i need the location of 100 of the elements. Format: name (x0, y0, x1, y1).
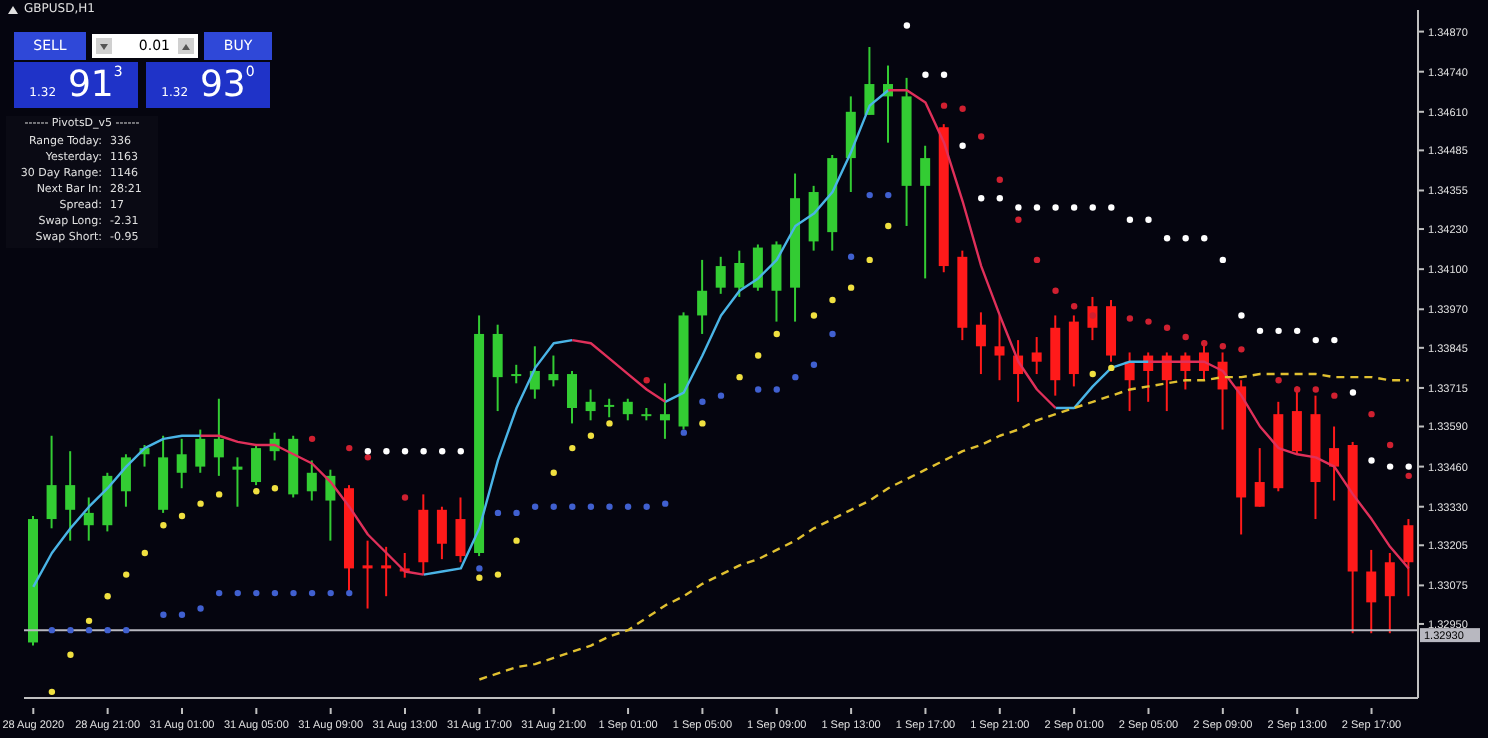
point (569, 503, 576, 510)
point (67, 651, 74, 659)
point (1405, 472, 1412, 480)
point (197, 500, 204, 507)
point (141, 549, 149, 557)
point (922, 71, 929, 78)
candlestick (975, 311, 986, 376)
point (123, 571, 130, 578)
point (1163, 235, 1171, 242)
point (792, 373, 799, 381)
point (1219, 256, 1227, 264)
point (1368, 457, 1375, 464)
point (85, 626, 93, 634)
candlestick (622, 397, 633, 422)
point (160, 522, 167, 529)
point (1312, 386, 1319, 393)
candlestick (120, 453, 131, 508)
candlestick (1366, 548, 1377, 635)
point (364, 447, 372, 455)
point (1182, 235, 1189, 242)
point (606, 420, 613, 427)
candlestick (83, 496, 94, 542)
candlestick (306, 459, 317, 502)
point (847, 284, 855, 291)
point (680, 429, 688, 436)
point (1201, 235, 1208, 242)
point (67, 626, 74, 634)
candlestick (1031, 336, 1042, 376)
point (215, 491, 223, 498)
point (178, 611, 186, 618)
point (1089, 204, 1096, 211)
point (178, 512, 186, 520)
point (1256, 327, 1264, 335)
point (606, 503, 613, 510)
candlestick (381, 545, 392, 598)
point (494, 571, 502, 578)
point (587, 503, 595, 510)
point (903, 22, 911, 29)
point (1145, 318, 1152, 325)
point (271, 589, 279, 597)
candlestick (752, 243, 763, 292)
point (308, 589, 316, 597)
point (401, 447, 409, 455)
point (699, 420, 706, 427)
point (587, 432, 595, 439)
point (1201, 340, 1208, 347)
candlestick (1329, 425, 1340, 502)
point (829, 330, 836, 338)
candlestick (734, 249, 745, 298)
point (1312, 336, 1319, 344)
candlestick (511, 363, 522, 385)
point (104, 592, 111, 600)
point (1349, 389, 1357, 396)
candlestick (232, 456, 243, 508)
candlestick (604, 397, 615, 419)
point (885, 191, 892, 199)
candlestick (1254, 447, 1265, 508)
point (253, 488, 260, 495)
point (253, 589, 260, 597)
point (550, 469, 557, 476)
point (810, 312, 818, 319)
point (550, 503, 557, 510)
candlestick (1384, 552, 1395, 635)
point (271, 485, 279, 492)
point (1033, 204, 1041, 211)
point (1386, 463, 1394, 470)
point (439, 447, 446, 455)
point (346, 444, 353, 452)
point (1015, 216, 1022, 223)
point (847, 253, 855, 261)
point (1015, 204, 1022, 211)
point (1145, 216, 1152, 223)
point (1033, 256, 1041, 264)
point (773, 386, 780, 393)
point (48, 688, 56, 696)
point (885, 222, 892, 230)
point (160, 611, 167, 618)
point (1052, 204, 1059, 211)
point (1238, 312, 1245, 319)
point (1293, 327, 1301, 335)
point (643, 377, 650, 384)
point (1368, 410, 1375, 418)
point (1405, 463, 1412, 470)
point (866, 256, 873, 264)
point (866, 191, 873, 199)
point (401, 494, 409, 501)
point (104, 626, 111, 634)
candlestick (1403, 518, 1414, 598)
point (513, 537, 520, 544)
point (1182, 333, 1189, 341)
candlestick (213, 397, 224, 477)
point (85, 617, 93, 625)
point (48, 626, 56, 634)
point (346, 589, 353, 597)
candlestick (176, 437, 187, 490)
point (457, 447, 464, 455)
point (215, 589, 223, 597)
candlestick (65, 450, 76, 542)
point (531, 503, 539, 510)
point (773, 330, 780, 338)
